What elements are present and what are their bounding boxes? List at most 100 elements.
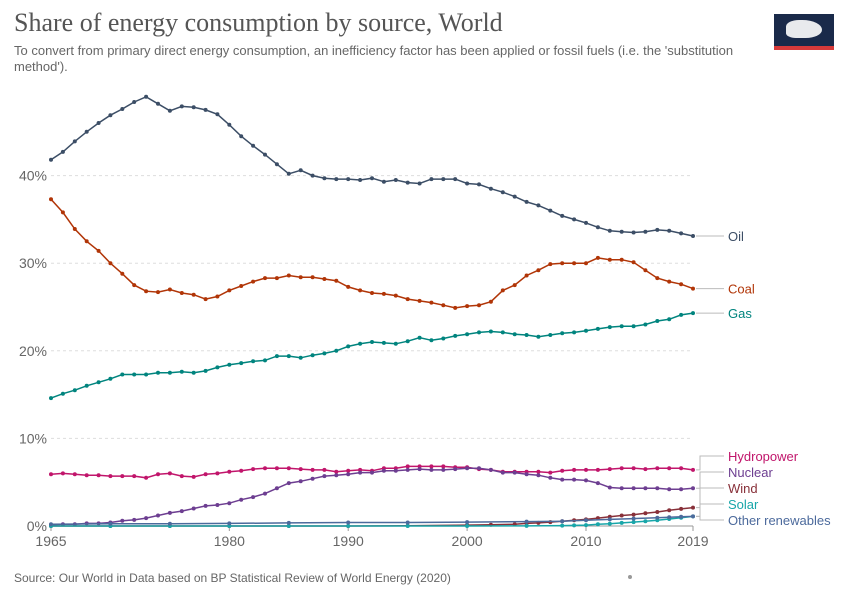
data-point-gas: [667, 317, 672, 322]
data-point-coal: [239, 284, 244, 288]
data-point-gas: [334, 348, 339, 353]
data-point-gas: [298, 355, 303, 360]
data-point-nuclear: [215, 503, 220, 507]
data-point-oil: [584, 220, 588, 225]
data-point-coal: [334, 278, 339, 283]
data-point-coal: [572, 261, 577, 266]
data-point-coal: [595, 255, 600, 260]
data-point-coal: [203, 297, 208, 302]
data-point-oil: [60, 149, 65, 154]
data-point-gas: [179, 369, 184, 374]
data-point-solar: [584, 523, 588, 528]
data-point-oil: [643, 229, 648, 234]
data-point-gas: [322, 351, 327, 356]
data-point-other-renewables: [691, 514, 695, 519]
data-point-coal: [465, 304, 470, 309]
data-point-nuclear: [322, 474, 327, 479]
data-point-gas: [49, 396, 53, 401]
data-point-gas: [548, 333, 553, 337]
data-point-wind: [691, 505, 695, 510]
data-point-gas: [274, 354, 279, 359]
data-point-gas: [346, 344, 351, 349]
data-point-hydropower: [572, 467, 577, 472]
series-line-gas: [50, 312, 694, 399]
data-point-gas: [429, 338, 434, 343]
data-point-gas: [227, 362, 232, 367]
legend-connector: [696, 455, 724, 471]
data-point-gas: [453, 333, 458, 338]
data-point-gas: [96, 380, 101, 385]
data-point-hydropower: [274, 466, 279, 471]
data-point-gas: [156, 370, 160, 375]
legend-label-other-renewables[interactable]: Other renewables: [728, 513, 831, 528]
data-point-gas: [465, 332, 470, 337]
data-point-coal: [441, 303, 446, 308]
data-point-hydropower: [108, 474, 113, 479]
data-point-gas: [631, 324, 636, 329]
data-point-coal: [453, 305, 458, 310]
data-point-hydropower: [667, 466, 672, 471]
data-point-nuclear: [453, 467, 458, 472]
data-point-wind: [631, 512, 636, 517]
data-point-nuclear: [429, 467, 434, 472]
legend-label-oil[interactable]: Oil: [728, 229, 744, 244]
legend-connector: [696, 487, 724, 509]
data-point-oil: [536, 203, 541, 208]
legend-label-solar[interactable]: Solar: [728, 497, 759, 512]
x-tick-label: 2000: [452, 533, 483, 549]
data-point-hydropower: [405, 464, 410, 469]
data-point-gas: [310, 353, 315, 358]
data-point-nuclear: [203, 503, 208, 508]
data-point-other-renewables: [286, 520, 291, 525]
data-point-oil: [179, 104, 184, 109]
data-point-hydropower: [132, 474, 137, 479]
owid-logo-icon[interactable]: [774, 14, 834, 50]
data-point-nuclear: [227, 501, 232, 506]
data-point-other-renewables: [560, 519, 565, 524]
data-point-gas: [607, 325, 612, 330]
data-point-oil: [405, 180, 410, 185]
data-point-coal: [84, 239, 89, 244]
data-point-coal: [72, 227, 77, 231]
data-point-nuclear: [274, 486, 279, 491]
data-point-nuclear: [524, 472, 529, 477]
data-point-hydropower: [334, 469, 339, 474]
data-point-oil: [465, 181, 470, 186]
data-point-wind: [619, 513, 624, 518]
data-point-hydropower: [215, 471, 220, 476]
data-point-oil: [512, 194, 517, 199]
data-point-gas: [488, 329, 493, 334]
data-point-hydropower: [49, 472, 53, 477]
grid-lines: [51, 175, 693, 439]
data-point-hydropower: [96, 473, 101, 478]
data-point-oil: [132, 100, 137, 104]
data-point-solar: [619, 520, 624, 525]
data-point-nuclear: [500, 470, 505, 475]
legend-label-nuclear[interactable]: Nuclear: [728, 465, 773, 480]
data-point-solar: [286, 524, 291, 528]
data-point-coal: [393, 293, 398, 298]
data-point-gas: [619, 324, 624, 329]
data-point-hydropower: [191, 474, 196, 479]
data-point-coal: [607, 257, 612, 262]
data-point-other-renewables: [584, 518, 588, 523]
data-point-oil: [167, 108, 172, 113]
legend-label-hydropower[interactable]: Hydropower: [728, 449, 799, 464]
legend-label-wind[interactable]: Wind: [728, 481, 758, 496]
data-point-solar: [405, 524, 410, 528]
data-point-coal: [274, 276, 279, 281]
data-point-other-renewables: [465, 520, 470, 525]
data-point-nuclear: [334, 473, 339, 478]
data-point-hydropower: [655, 466, 660, 471]
data-point-coal: [429, 300, 434, 305]
data-point-oil: [453, 177, 458, 182]
data-point-gas: [358, 341, 363, 346]
legend-label-coal[interactable]: Coal: [728, 282, 755, 297]
data-point-hydropower: [607, 467, 612, 472]
data-point-oil: [607, 228, 612, 233]
data-point-coal: [179, 291, 184, 295]
data-point-nuclear: [120, 518, 125, 523]
data-point-gas: [512, 332, 517, 337]
x-tick-label: 2019: [677, 533, 708, 549]
legend-label-gas[interactable]: Gas: [728, 306, 752, 321]
